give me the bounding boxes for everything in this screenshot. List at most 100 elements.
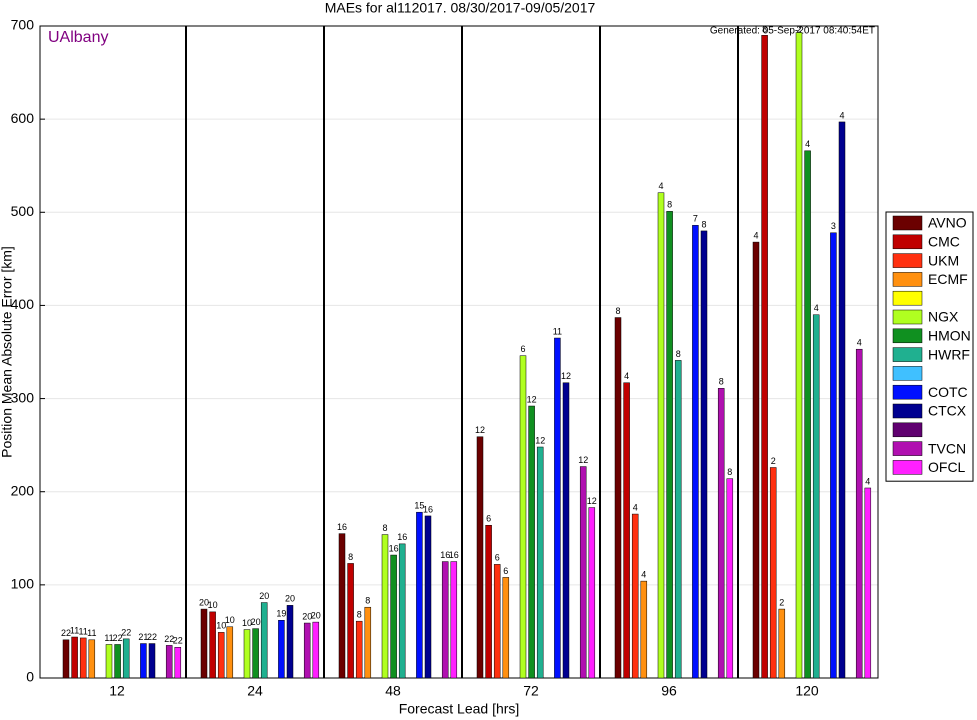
bar — [795, 32, 803, 679]
bar — [554, 337, 561, 679]
bar — [657, 192, 665, 679]
count-label: 10 — [208, 600, 218, 610]
brand: UAlbany — [48, 29, 108, 46]
bar — [485, 524, 492, 679]
count-label: 6 — [503, 566, 508, 576]
count-label: 15 — [414, 501, 424, 511]
count-label: 12 — [587, 496, 597, 506]
bar — [692, 225, 699, 679]
count-label: 16 — [397, 532, 407, 542]
count-label: 12 — [535, 435, 545, 445]
x-tick-label: 48 — [385, 683, 401, 699]
bar — [381, 534, 389, 679]
count-label: 11 — [553, 326, 562, 336]
count-label: 7 — [693, 214, 698, 224]
count-label: 19 — [276, 609, 286, 619]
legend-label: HMON — [928, 328, 971, 344]
legend-swatch — [892, 290, 923, 306]
count-label: 3 — [831, 221, 836, 231]
y-tick-label: 500 — [11, 203, 35, 219]
x-tick-label: 12 — [109, 683, 125, 699]
count-label: 8 — [365, 596, 370, 606]
count-label: 20 — [259, 591, 269, 601]
bar — [347, 563, 354, 679]
count-label: 22 — [173, 636, 183, 646]
count-label: 4 — [839, 110, 844, 120]
bar — [528, 405, 535, 679]
legend-swatch — [892, 234, 923, 250]
count-label: 12 — [527, 394, 537, 404]
count-label: 8 — [727, 467, 732, 477]
bar — [364, 606, 372, 679]
count-label: 20 — [199, 597, 209, 607]
bar — [838, 121, 846, 679]
bar — [536, 446, 544, 679]
bar — [562, 382, 570, 679]
x-tick-label: 96 — [661, 683, 677, 699]
bar — [441, 561, 449, 679]
count-label: 11 — [79, 626, 88, 636]
bar — [252, 628, 259, 679]
bar — [674, 360, 682, 679]
bar — [812, 314, 820, 679]
bar — [864, 487, 872, 679]
count-label: 10 — [216, 621, 226, 631]
legend-label: AVNO — [928, 215, 967, 231]
bar — [88, 639, 96, 679]
x-tick-label: 24 — [247, 683, 263, 699]
legend-swatch — [892, 309, 923, 325]
count-label: 21 — [138, 632, 148, 642]
count-label: 4 — [865, 476, 870, 486]
count-label: 11 — [104, 633, 113, 643]
bar — [700, 230, 708, 679]
bar — [62, 639, 70, 679]
count-label: 6 — [486, 514, 491, 524]
legend-swatch — [892, 215, 923, 231]
bar — [312, 621, 320, 679]
bar — [355, 620, 363, 679]
bar — [243, 629, 251, 679]
bar — [148, 643, 156, 679]
count-label: 6 — [520, 344, 525, 354]
bar — [71, 636, 78, 679]
count-label: 2 — [796, 24, 801, 34]
legend-swatch — [892, 384, 923, 400]
count-label: 6 — [495, 553, 500, 563]
count-label: 22 — [164, 634, 174, 644]
bar — [217, 632, 225, 679]
count-label: 8 — [701, 219, 706, 229]
count-label: 20 — [251, 617, 261, 627]
count-label: 22 — [113, 633, 123, 643]
y-tick-label: 700 — [11, 17, 35, 33]
bar — [122, 638, 130, 679]
count-label: 20 — [285, 594, 295, 604]
count-label: 16 — [389, 543, 399, 553]
bar — [450, 561, 458, 679]
count-label: 4 — [857, 338, 862, 348]
legend-label: OFCL — [928, 459, 966, 475]
bar — [623, 382, 630, 679]
count-label: 2 — [779, 597, 784, 607]
legend-swatch — [892, 403, 923, 419]
count-label: 12 — [578, 455, 588, 465]
bar — [390, 554, 397, 679]
legend-swatch — [892, 272, 923, 287]
bar — [303, 622, 311, 679]
bar — [424, 515, 432, 679]
x-tick-label: 120 — [795, 683, 819, 699]
count-label: 12 — [475, 425, 485, 435]
count-label: 16 — [337, 522, 347, 532]
bar — [752, 241, 760, 679]
bar — [278, 620, 285, 679]
y-tick-label: 100 — [11, 576, 35, 592]
bar — [778, 608, 786, 679]
bar — [640, 580, 648, 679]
bar — [114, 644, 121, 679]
bar — [260, 602, 268, 679]
legend-swatch — [892, 347, 923, 362]
count-label: 11 — [70, 625, 79, 635]
legend-swatch — [892, 366, 923, 381]
x-tick-label: 72 — [523, 683, 539, 699]
bar — [761, 35, 768, 679]
